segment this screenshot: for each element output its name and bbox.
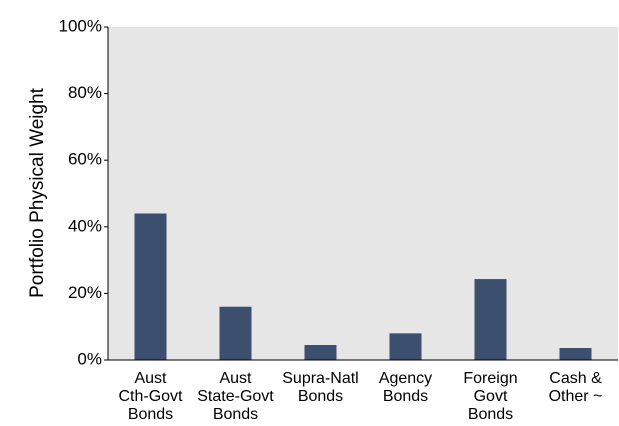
bar [219, 306, 252, 360]
y-axis-label: Portfolio Physical Weight [27, 87, 48, 298]
x-tick-label: Aust Cth-Govt Bonds [118, 370, 183, 423]
x-tick-label: Supra-Natl Bonds [282, 370, 358, 405]
y-tick-label: 20% [68, 283, 102, 302]
x-tick-label: Foreign Govt Bonds [463, 370, 517, 423]
plot-area [108, 27, 618, 360]
x-tick-label: Agency Bonds [379, 370, 432, 405]
y-tick-label: 100% [59, 16, 102, 35]
y-tick-label: 80% [68, 83, 102, 102]
bar [474, 279, 507, 360]
x-tick-label: Aust State-Govt Bonds [197, 370, 274, 423]
bar [389, 333, 422, 360]
bar [304, 345, 337, 360]
bar [134, 213, 167, 360]
y-tick-label: 0% [77, 349, 102, 368]
y-tick-label: 40% [68, 216, 102, 235]
bar [559, 348, 592, 360]
y-tick-label: 60% [68, 150, 102, 169]
x-tick-label: Cash & Other ~ [549, 370, 603, 405]
